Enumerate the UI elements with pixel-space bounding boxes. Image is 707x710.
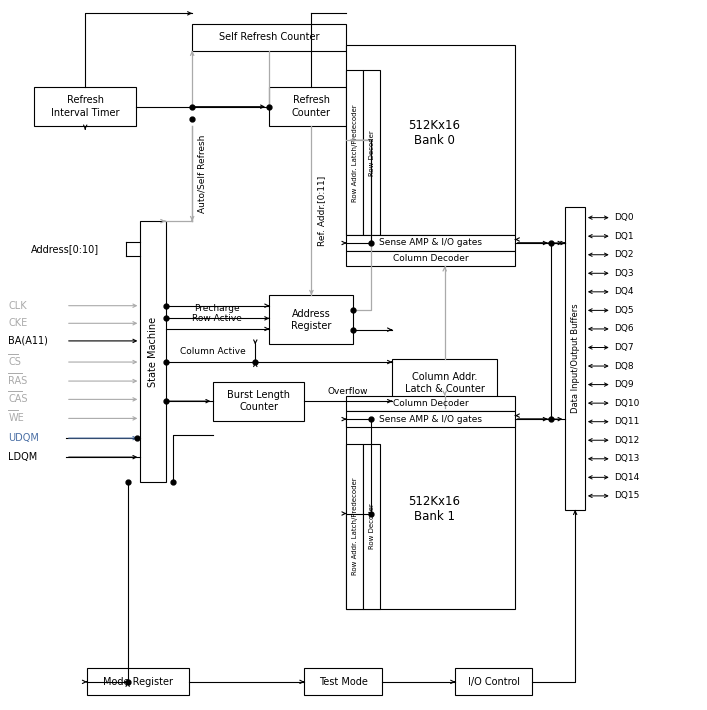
Text: Overflow: Overflow <box>328 386 368 395</box>
Bar <box>455 669 532 695</box>
Text: WE: WE <box>8 413 24 423</box>
Bar <box>346 411 515 427</box>
Text: DQ15: DQ15 <box>614 491 640 501</box>
Bar <box>214 382 305 420</box>
Text: DQ10: DQ10 <box>614 398 640 408</box>
Text: Self Refresh Counter: Self Refresh Counter <box>219 32 320 43</box>
Text: Sense AMP & I/O gates: Sense AMP & I/O gates <box>379 415 482 424</box>
Text: DQ3: DQ3 <box>614 269 634 278</box>
Text: DQ9: DQ9 <box>614 380 634 389</box>
Text: BA(A11): BA(A11) <box>8 336 48 346</box>
Text: DQ2: DQ2 <box>614 250 634 259</box>
Text: DQ1: DQ1 <box>614 231 634 241</box>
Text: 512Kx16
Bank 1: 512Kx16 Bank 1 <box>408 495 460 523</box>
Bar <box>35 87 136 126</box>
Text: Refresh
Counter: Refresh Counter <box>292 95 331 118</box>
Text: DQ12: DQ12 <box>614 436 640 444</box>
Text: DQ7: DQ7 <box>614 343 634 352</box>
Bar <box>346 396 515 411</box>
Text: Mode Register: Mode Register <box>103 677 173 687</box>
Text: CAS: CAS <box>8 394 28 405</box>
Text: UDQM: UDQM <box>8 433 40 443</box>
Text: DQ5: DQ5 <box>614 306 634 315</box>
Bar <box>305 669 382 695</box>
Bar <box>363 444 380 608</box>
Bar <box>566 207 585 510</box>
Text: DQ4: DQ4 <box>614 288 634 296</box>
Bar <box>140 221 165 482</box>
Text: 512Kx16
Bank 0: 512Kx16 Bank 0 <box>408 119 460 147</box>
Bar <box>363 70 380 235</box>
Text: CLK: CLK <box>8 301 27 311</box>
Text: State Machine: State Machine <box>148 317 158 386</box>
Bar <box>269 295 354 344</box>
Text: CS: CS <box>8 357 21 367</box>
Bar <box>192 24 346 50</box>
Text: Column Addr.
Latch & Counter: Column Addr. Latch & Counter <box>404 372 484 394</box>
Text: Ref. Addr.[0:11]: Ref. Addr.[0:11] <box>317 175 326 246</box>
Text: Address[0:10]: Address[0:10] <box>31 244 99 254</box>
Bar <box>392 359 497 408</box>
Text: Precharge: Precharge <box>194 304 240 312</box>
Text: RAS: RAS <box>8 376 28 386</box>
Text: LDQM: LDQM <box>8 452 37 462</box>
Text: Column Active: Column Active <box>180 347 245 356</box>
Text: CKE: CKE <box>8 318 28 328</box>
Bar <box>346 444 363 608</box>
Text: DQ11: DQ11 <box>614 417 640 426</box>
Bar <box>346 251 515 266</box>
Text: Burst Length
Counter: Burst Length Counter <box>228 390 291 413</box>
Bar <box>269 87 354 126</box>
Text: DQ13: DQ13 <box>614 454 640 464</box>
Text: DQ6: DQ6 <box>614 324 634 334</box>
Text: Column Decoder: Column Decoder <box>393 399 469 408</box>
Text: DQ8: DQ8 <box>614 361 634 371</box>
Bar <box>346 70 363 235</box>
Text: Row Addr. Latch/Predecoder: Row Addr. Latch/Predecoder <box>352 477 358 575</box>
Text: Row Decoder: Row Decoder <box>369 130 375 175</box>
Text: DQ0: DQ0 <box>614 213 634 222</box>
Bar <box>87 669 189 695</box>
Text: Row Decoder: Row Decoder <box>369 503 375 549</box>
Text: Column Decoder: Column Decoder <box>393 254 469 263</box>
Text: Test Mode: Test Mode <box>319 677 368 687</box>
Text: Address
Register: Address Register <box>291 309 332 331</box>
Text: Data Input/Output Buffers: Data Input/Output Buffers <box>571 304 580 413</box>
Text: Auto/Self Refresh: Auto/Self Refresh <box>198 134 206 213</box>
Text: DQ14: DQ14 <box>614 473 640 482</box>
Text: Row Active: Row Active <box>192 315 243 323</box>
Bar <box>346 45 515 235</box>
Text: Sense AMP & I/O gates: Sense AMP & I/O gates <box>379 239 482 248</box>
Bar <box>346 418 515 608</box>
Text: I/O Control: I/O Control <box>468 677 520 687</box>
Text: Row Addr. Latch/Predecoder: Row Addr. Latch/Predecoder <box>352 104 358 202</box>
Text: Refresh
Interval Timer: Refresh Interval Timer <box>51 95 119 118</box>
Bar <box>346 235 515 251</box>
